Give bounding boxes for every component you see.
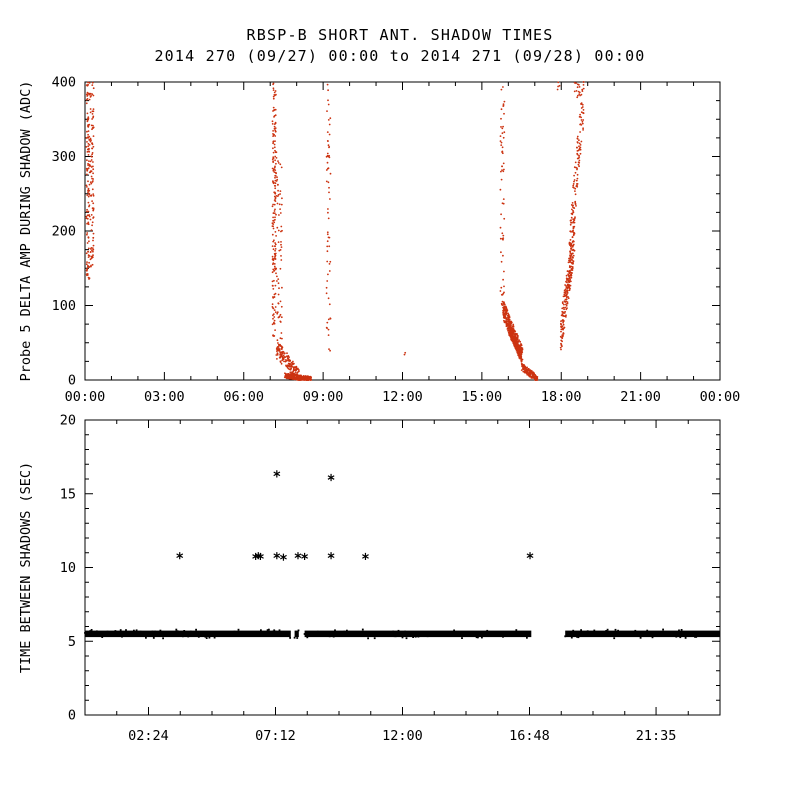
- bottom-x-tick-label: 12:00: [382, 728, 423, 744]
- bottom-y-tick-label: 20: [60, 413, 76, 429]
- bottom-data-points: [84, 470, 720, 640]
- bottom-y-tick-label: 10: [60, 560, 76, 576]
- outlier-asterisk: [273, 552, 281, 560]
- top-panel: 00:00 03:00 06:00 09:00 12:00 15:00 18:00 21:00…: [18, 75, 740, 406]
- top-x-tick-label: 00:00: [65, 389, 106, 405]
- bottom-x-tick-label: 02:24: [128, 728, 169, 744]
- bottom-axes-box: [84, 419, 721, 716]
- outlier-asterisk: [327, 552, 335, 560]
- top-y-tick-label: 100: [52, 298, 76, 314]
- top-y-tick-label: 200: [52, 224, 76, 240]
- outlier-asterisk: [301, 552, 309, 561]
- top-x-tick-label: 06:00: [223, 389, 264, 405]
- chart-subtitle: 2014 270 (09/27) 00:00 to 2014 271 (09/2…: [154, 47, 646, 65]
- top-y-axis-label: Probe 5 DELTA AMP DURING SHADOW (ADC): [18, 81, 34, 382]
- bottom-y-tick-label: 0: [68, 708, 76, 724]
- top-x-tick-label: 00:00: [700, 389, 741, 405]
- outlier-asterisk: [273, 470, 281, 478]
- bottom-y-tick-label: 15: [60, 486, 76, 502]
- bottom-x-tick-label: 07:12: [255, 728, 296, 744]
- bottom-x-tick-label: 21:35: [636, 728, 677, 744]
- outlier-asterisk: [176, 552, 184, 560]
- bottom-x-tick-label: 16:48: [509, 728, 550, 744]
- chart-title: RBSP-B SHORT ANT. SHADOW TIMES: [246, 26, 554, 44]
- top-data-points: [85, 81, 585, 381]
- top-x-tick-label: 21:00: [620, 389, 661, 405]
- top-y-tick-label: 0: [68, 373, 76, 389]
- top-x-tick-label: 03:00: [144, 389, 185, 405]
- outlier-asterisk: [294, 552, 302, 560]
- top-x-tick-label: 12:00: [382, 389, 423, 405]
- bottom-y-axis-label: TIME BETWEEN SHADOWS (SEC): [18, 462, 34, 673]
- outlier-asterisk: [362, 552, 369, 561]
- top-y-tick-label: 400: [52, 75, 76, 91]
- top-axes-box: [84, 81, 721, 381]
- outlier-asterisk: [280, 553, 287, 561]
- top-x-tick-label: 15:00: [462, 389, 503, 405]
- outlier-asterisk: [327, 473, 335, 482]
- top-x-tick-label: 18:00: [541, 389, 582, 405]
- bottom-y-tick-label: 5: [68, 634, 76, 650]
- bottom-panel: 02:24 07:12 12:00 16:48 21:35 0 5 10 15 20 TIME BE…: [18, 413, 721, 744]
- outlier-asterisk: [526, 552, 534, 560]
- top-x-tick-label: 09:00: [303, 389, 344, 405]
- outlier-asterisk: [256, 552, 264, 561]
- top-y-tick-label: 300: [52, 149, 76, 165]
